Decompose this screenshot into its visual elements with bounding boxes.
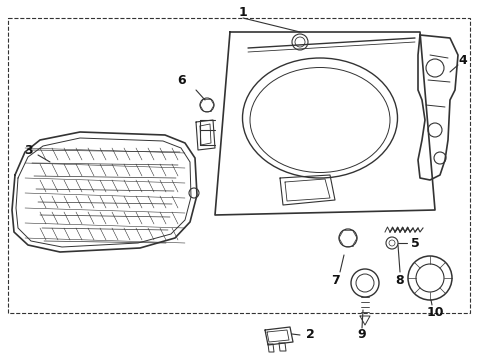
Text: 10: 10 [426,306,444,319]
Text: 8: 8 [396,274,404,287]
Bar [8,18,470,313]
Text: 3: 3 [24,144,32,157]
Text: 7: 7 [331,274,340,287]
Text: 5: 5 [411,237,419,249]
Text: 2: 2 [306,328,315,342]
Text: 1: 1 [239,5,247,18]
Text: 6: 6 [178,73,186,86]
Text: 4: 4 [459,54,467,67]
Text: 9: 9 [358,328,367,342]
